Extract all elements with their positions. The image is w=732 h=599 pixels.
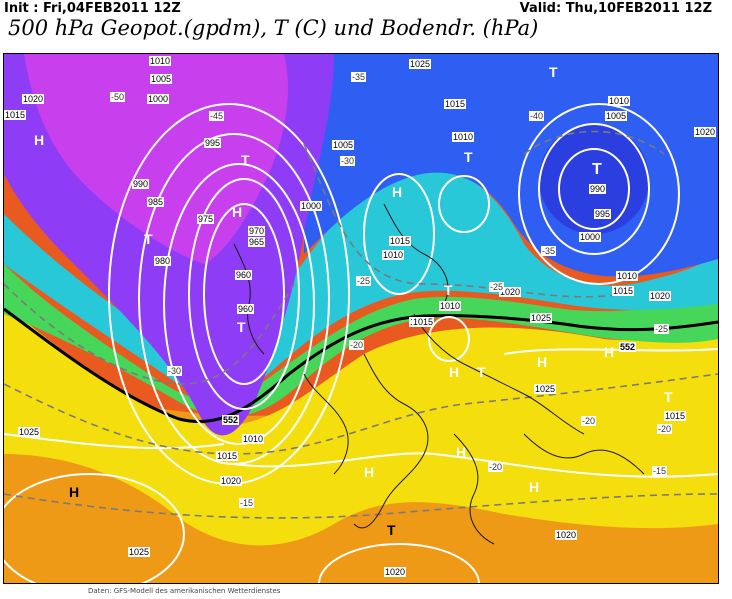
temperature-label: -20 (349, 340, 365, 350)
high-label: H (392, 184, 403, 200)
isobar-label: 1020 (555, 530, 578, 540)
high-label: H (604, 344, 615, 360)
isobar-label: 1000 (300, 201, 323, 211)
low-label: T (664, 389, 673, 405)
temperature-label: -15 (652, 466, 668, 476)
isobar-label: 1000 (147, 94, 170, 104)
low-label: T (241, 152, 250, 168)
isobar-label: 1020 (694, 127, 717, 137)
chart-header: Init : Fri,04FEB2011 12Z Valid: Thu,10FE… (0, 0, 732, 52)
high-label: H (456, 444, 467, 460)
isobar-label: 1025 (530, 313, 553, 323)
temperature-label: -35 (351, 72, 367, 82)
isobar-label: 1005 (605, 111, 628, 121)
temperature-label: -20 (657, 424, 673, 434)
high-label: H (69, 484, 80, 500)
ne-low-core (539, 124, 649, 234)
high-label: H (537, 354, 548, 370)
isobar-label: 1015 (612, 286, 635, 296)
isobar-label: 970 (248, 226, 266, 236)
yellow-zone (4, 304, 718, 546)
isobar-label: 1025 (18, 427, 41, 437)
isobar-label: 990 (589, 184, 607, 194)
low-label: T (477, 364, 486, 380)
isobar-label: 1010 (382, 250, 405, 260)
isobar-label: 1010 (439, 301, 462, 311)
isobar-label: 1010 (242, 434, 265, 444)
low-label: T (464, 149, 473, 165)
isobar-label: 995 (204, 138, 222, 148)
low-label: T (444, 282, 453, 298)
isobar-label: 965 (248, 237, 266, 247)
high-label: H (232, 204, 243, 220)
magenta-zone (24, 54, 288, 264)
low-label: T (592, 161, 602, 178)
chart-title: 500 hPa Geopot.(gpdm), T (C) und Bodendr… (8, 16, 539, 40)
isobars (4, 103, 718, 583)
temperature-label: -25 (489, 282, 505, 292)
low-label: T (144, 231, 153, 247)
isobar-label: 960 (235, 270, 253, 280)
isobar-label: 1010 (608, 96, 631, 106)
isobar-label: 995 (594, 209, 612, 219)
temperature-label: -30 (340, 156, 356, 166)
high-label: H (34, 132, 45, 148)
temperature-label: -20 (581, 416, 597, 426)
isobar-label: 1020 (22, 94, 45, 104)
isobar-label: 1000 (579, 232, 602, 242)
isobar-label: 1015 (412, 317, 435, 327)
isobar-label: 1010 (616, 271, 639, 281)
low-label: T (237, 319, 246, 335)
map-canvas (4, 54, 718, 583)
isobar-label: 1010 (452, 132, 475, 142)
isobar-label: 1020 (384, 567, 407, 577)
isobar-label: 990 (132, 179, 150, 189)
high-label: H (529, 479, 540, 495)
low-label: T (549, 64, 558, 80)
isobar-label: 1020 (220, 476, 243, 486)
isobar-label: 1015 (4, 110, 27, 120)
isobar-label: 985 (147, 197, 165, 207)
isobar-label: 980 (154, 256, 172, 266)
high-label: H (364, 464, 375, 480)
temperature-label: -40 (529, 111, 545, 121)
isobar-label: 1025 (409, 59, 432, 69)
isobar-label: 1015 (216, 451, 239, 461)
temperature-label: -25 (654, 324, 670, 334)
isobar-label: 1020 (499, 287, 522, 297)
temperature-label: -35 (541, 246, 557, 256)
isobar-label: 960 (237, 304, 255, 314)
isobar-label: 1010 (149, 56, 172, 66)
isobar-label: 1015 (664, 411, 687, 421)
isobar-label: 1025 (534, 384, 557, 394)
front-label: 552 (619, 342, 637, 352)
temperature-label: -25 (356, 276, 372, 286)
valid-time: Valid: Thu,10FEB2011 12Z (519, 1, 712, 16)
temperature-label: -15 (239, 498, 255, 508)
isobar-label: 975 (197, 214, 215, 224)
init-time: Init : Fri,04FEB2011 12Z (4, 1, 181, 16)
temperature-label: -45 (209, 111, 225, 121)
front-line (4, 307, 718, 424)
isobar-label: 1015 (444, 99, 467, 109)
coastlines (233, 203, 645, 545)
isobar-label: 1020 (649, 291, 672, 301)
isobar-label: 1005 (332, 140, 355, 150)
front-label: 552 (222, 415, 240, 425)
isobar-label: 1005 (150, 74, 173, 84)
temperature-label: -50 (110, 92, 126, 102)
isobar-label: 1025 (128, 547, 151, 557)
temperature-label: -20 (488, 462, 504, 472)
footer-note: Daten: GFS-Modell des amerikanischen Wet… (88, 587, 281, 595)
weather-map: H H H H H H H H H H T T T T T T T T T T … (3, 53, 719, 584)
isotherms (4, 130, 718, 519)
isobar-label: 1015 (389, 236, 412, 246)
low-label: T (387, 522, 396, 538)
temperature-label: -30 (167, 366, 183, 376)
high-label: H (449, 364, 460, 380)
